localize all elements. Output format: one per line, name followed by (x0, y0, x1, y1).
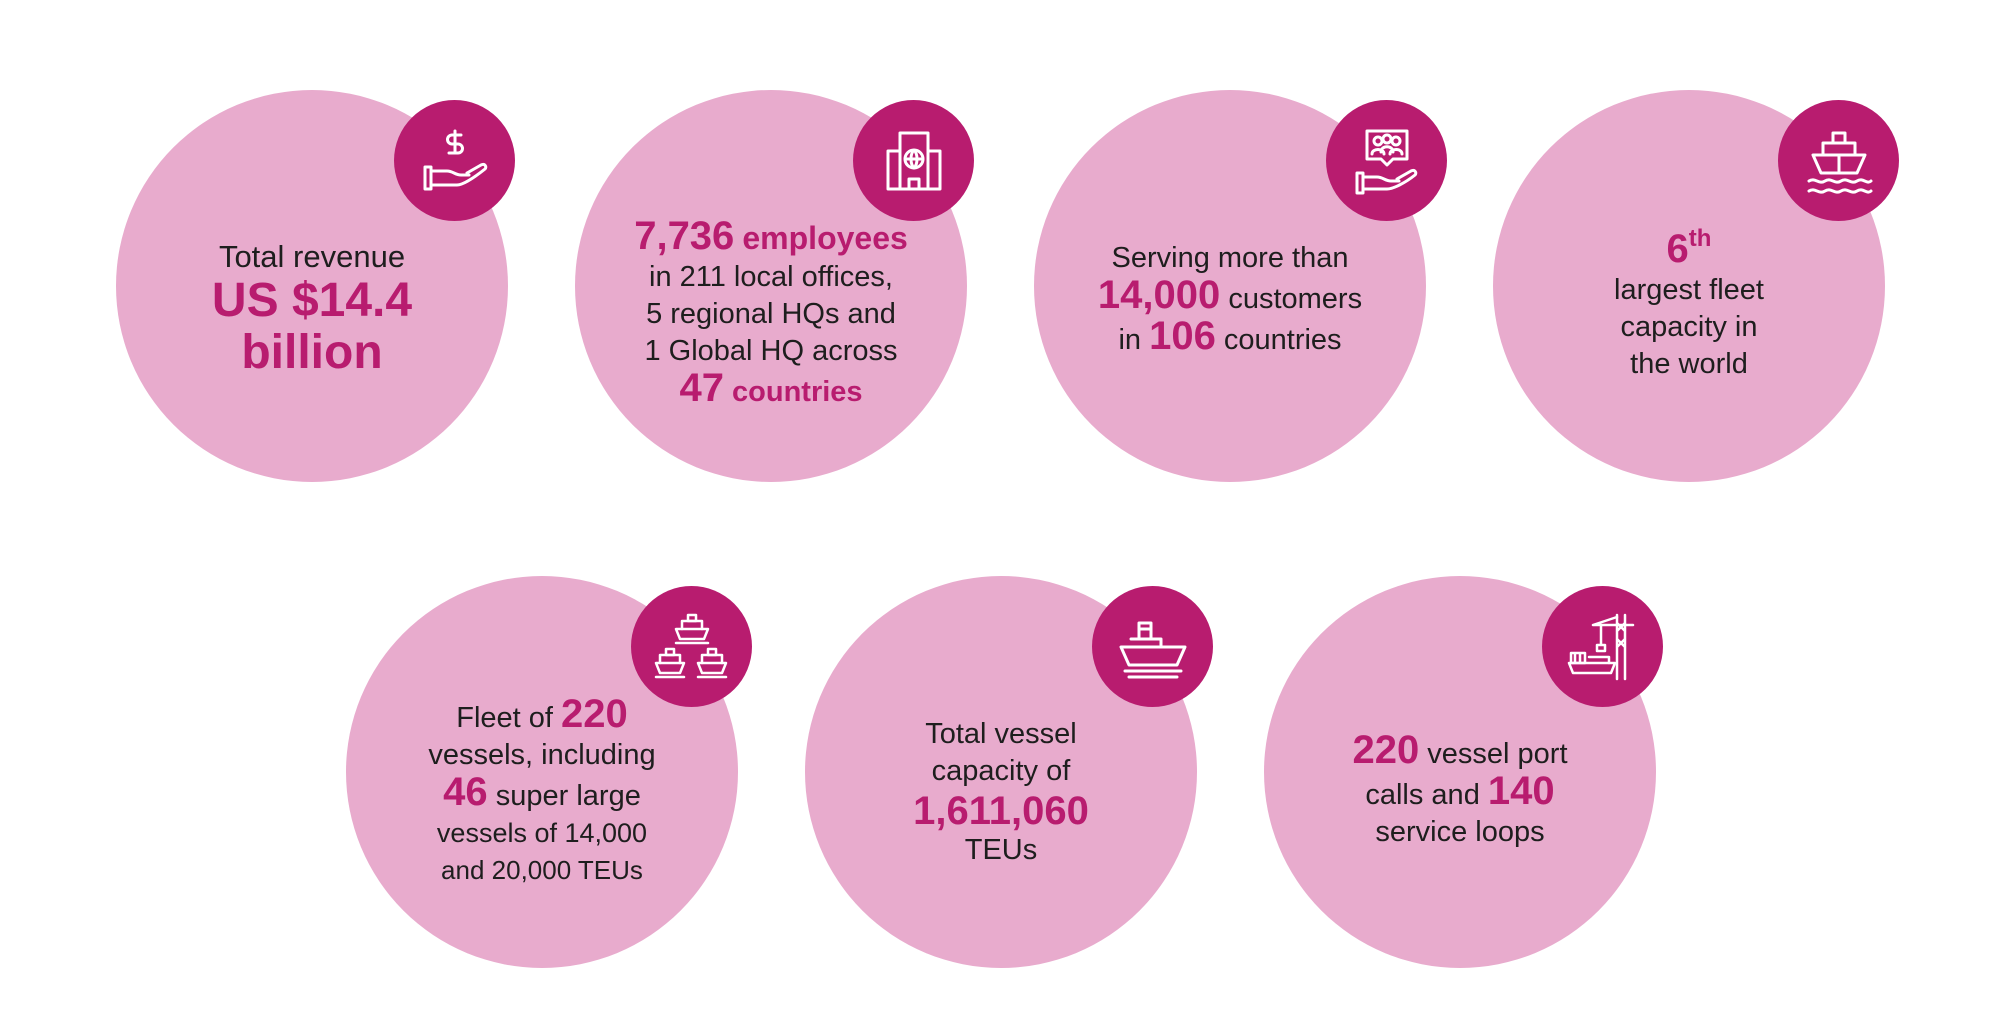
fleet-rank: 6 (1666, 227, 1689, 271)
stat-text: Total revenue US $14.4 billion (146, 238, 478, 379)
customers-hand-icon (1355, 129, 1417, 194)
rank-suffix: th (1688, 225, 1712, 252)
icon-badge (1326, 100, 1447, 221)
capacity-line1: Total vessel (925, 718, 1077, 750)
country-label: countries (1223, 324, 1342, 356)
customer-count: 14,000 (1097, 273, 1221, 317)
capacity-line2: capacity of (931, 755, 1071, 787)
fleet-line5: and 20,000 TEUs (441, 855, 643, 885)
rank-line3: the world (1630, 348, 1748, 380)
fleet-line2: vessels, including (428, 739, 656, 771)
customer-label: customers (1228, 283, 1363, 315)
rank-line1: largest fleet (1614, 274, 1764, 306)
loop-count: 140 (1487, 769, 1555, 813)
in-word: in (1118, 324, 1142, 356)
loop-label: service loops (1375, 816, 1545, 848)
cargo-ship-icon (1119, 621, 1186, 678)
offices-line: in 211 local offices, (649, 261, 893, 293)
country-count: 47 (679, 366, 724, 410)
port-crane-icon (1567, 613, 1634, 680)
ship-waves-icon (1807, 131, 1872, 194)
revenue-label: Total revenue (218, 239, 406, 274)
stat-text: 6th largest fleet capacity in the world (1523, 220, 1855, 383)
country-label: countries (732, 376, 863, 408)
large-vessel-label: super large (495, 780, 641, 812)
revenue-unit: billion (241, 326, 383, 379)
vessel-count: 220 (561, 692, 628, 736)
stat-text: Fleet of 220 vessels, including 46 super… (376, 694, 708, 889)
large-vessel-count: 46 (443, 770, 488, 814)
calls-label: calls and (1365, 779, 1480, 811)
global-line: 1 Global HQ across (644, 335, 898, 367)
stat-text: 220 vessel port calls and 140 service lo… (1294, 730, 1626, 851)
stat-text: 7,736 employees in 211 local offices, 5 … (605, 216, 937, 411)
icon-badge (1542, 586, 1663, 707)
icon-badge (631, 586, 752, 707)
hand-dollar-icon (423, 129, 487, 190)
revenue-amount: US $14.4 (211, 274, 413, 327)
employee-label: employees (742, 220, 908, 256)
employee-count: 7,736 (634, 214, 735, 258)
port-call-count: 220 (1352, 728, 1420, 772)
serving-line: Serving more than (1111, 242, 1349, 274)
icon-badge (394, 100, 515, 221)
icon-badge (1092, 586, 1213, 707)
office-globe-icon (886, 131, 941, 190)
three-ships-icon (654, 613, 727, 678)
rank-line2: capacity in (1620, 311, 1758, 343)
icon-badge (853, 100, 974, 221)
port-label: vessel port (1427, 738, 1568, 770)
icon-badge (1778, 100, 1899, 221)
regional-line: 5 regional HQs and (646, 298, 896, 330)
stat-text: Serving more than 14,000 customers in 10… (1064, 240, 1396, 359)
fleet-line4: vessels of 14,000 (436, 818, 648, 848)
teu-label: TEUs (964, 834, 1038, 866)
teu-count: 1,611,060 (913, 789, 1089, 833)
stat-text: Total vessel capacity of 1,611,060 TEUs (835, 716, 1167, 869)
country-count: 106 (1149, 314, 1216, 358)
fleet-prefix: Fleet of (456, 702, 553, 734)
